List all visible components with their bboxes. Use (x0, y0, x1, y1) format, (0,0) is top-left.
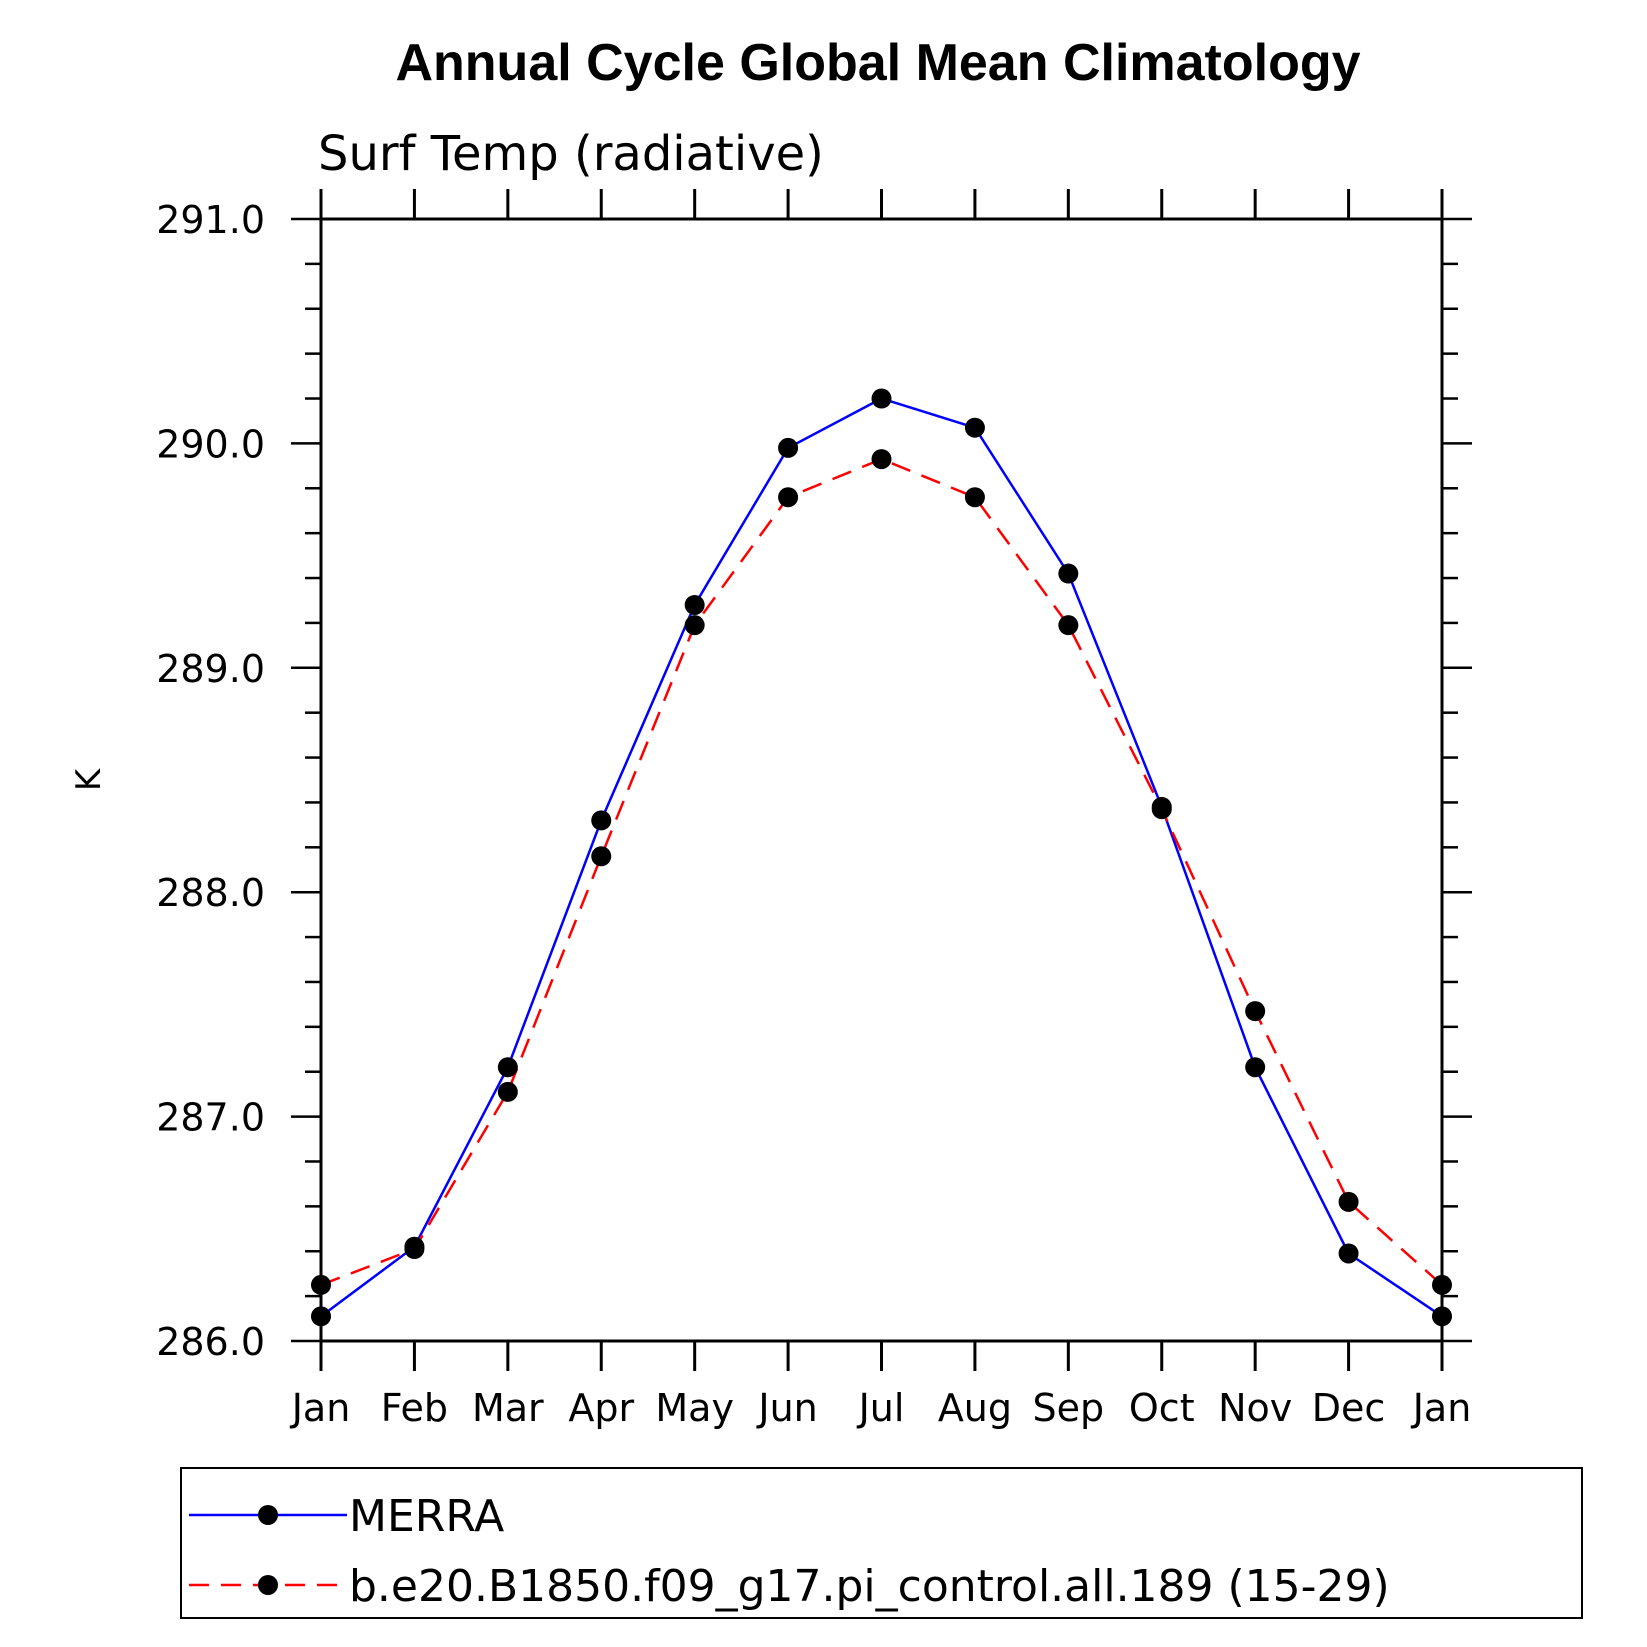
x-tick-label: Apr (568, 1386, 634, 1430)
series-group (311, 388, 1452, 1327)
series-2-point (1151, 799, 1172, 820)
legend-marker-2 (258, 1575, 278, 1595)
series-1-point (684, 594, 705, 615)
x-tick-label: Nov (1218, 1386, 1292, 1430)
series-1-point (311, 1306, 331, 1327)
y-tick-label: 291.0 (156, 198, 265, 242)
series-1-point (778, 437, 799, 458)
series-2-point (1245, 1001, 1266, 1022)
series-2-point (1432, 1274, 1452, 1295)
legend-label-1: MERRA (349, 1491, 504, 1542)
x-tick-label: Jan (1411, 1386, 1472, 1430)
y-tick-label: 289.0 (156, 647, 265, 691)
chart-title: Annual Cycle Global Mean Climatology (395, 34, 1360, 92)
chart-subtitle: Surf Temp (radiative) (318, 126, 824, 182)
series-2-point (964, 487, 985, 508)
x-tick-label: May (655, 1386, 734, 1430)
series-2-point (1058, 615, 1079, 636)
x-tick-label: Jun (756, 1386, 817, 1430)
plot-frame (319, 217, 1444, 1343)
x-tick-label: Oct (1129, 1386, 1195, 1430)
series-2-point (684, 615, 705, 636)
x-tick-label: Jan (290, 1386, 351, 1430)
y-tick-label: 286.0 (156, 1320, 265, 1364)
series-1-point (1245, 1057, 1266, 1078)
x-tick-labels: Jan Feb Mar Apr May Jun Jul Aug Sep Oct Nov Dec Jan (290, 1386, 1472, 1430)
x-tick-label: Sep (1033, 1386, 1105, 1430)
x-tick-label: Feb (381, 1386, 448, 1430)
series-1-point (591, 810, 612, 831)
x-tick-label: Aug (938, 1386, 1012, 1430)
y-tick-label: 290.0 (156, 422, 265, 466)
series-1-point (1432, 1306, 1452, 1327)
legend-label-2: b.e20.B1850.f09_g17.pi_control.all.189 (… (349, 1561, 1390, 1612)
y-axis-label: K (69, 767, 109, 791)
series-2-point (591, 846, 612, 867)
series-2-point (1338, 1191, 1359, 1212)
series-line-1 (320, 397, 1443, 1318)
y-tick-label: 287.0 (156, 1096, 265, 1140)
y-tick-label: 288.0 (156, 871, 265, 915)
series-2-point (311, 1274, 331, 1295)
y-tick-labels: 286.0 287.0 288.0 289.0 290.0 291.0 (156, 198, 265, 1364)
series-1-point (1338, 1243, 1359, 1264)
x-tick-label: Dec (1312, 1386, 1386, 1430)
series-2-point (778, 487, 799, 508)
series-2-point (871, 449, 892, 470)
x-tick-label: Mar (472, 1386, 544, 1430)
series-1-point (871, 388, 892, 409)
series-1-point (497, 1057, 518, 1078)
axes (291, 189, 1472, 1371)
series-2-point (497, 1081, 518, 1102)
legend: MERRA b.e20.B1850.f09_g17.pi_control.all.… (180, 1467, 1583, 1619)
x-tick-label: Jul (857, 1386, 905, 1430)
series-1-point (964, 417, 985, 438)
series-1-point (1058, 563, 1079, 584)
series-2-point (404, 1238, 425, 1259)
legend-marker-1 (258, 1505, 278, 1525)
legend-box (180, 1467, 1583, 1619)
series-line-2 (320, 457, 1443, 1287)
